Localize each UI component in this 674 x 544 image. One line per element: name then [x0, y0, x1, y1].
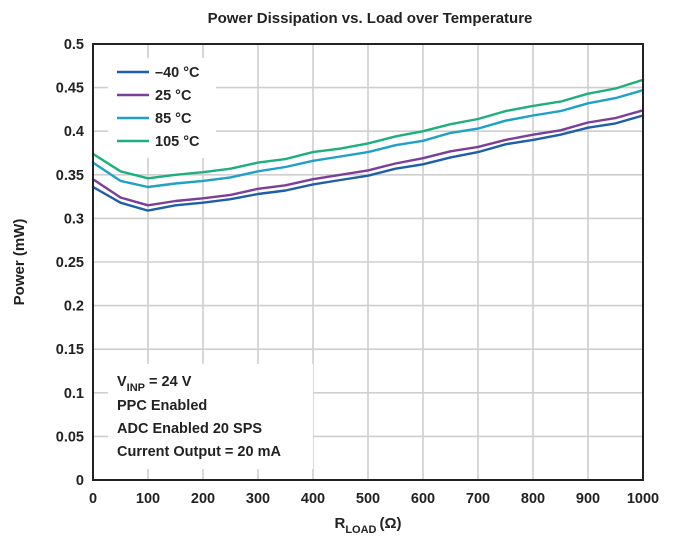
y-tick-label: 0 — [76, 473, 84, 489]
y-tick-label: 0.05 — [56, 429, 84, 445]
x-tick-label: 200 — [191, 491, 215, 507]
x-axis-label-unit: (Ω) — [379, 515, 401, 532]
y-tick-labels: 0 0.05 0.1 0.15 0.2 0.25 0.3 0.35 0.4 0.45 0.5 — [56, 37, 84, 489]
annotation-vinp-value: = 24 V — [145, 374, 192, 390]
series-line-25-C — [91, 109, 645, 207]
y-tick-label: 0.15 — [56, 342, 84, 358]
legend-label: 105 °C — [155, 134, 200, 150]
annotation-line-ppc: PPC Enabled — [117, 398, 207, 414]
x-tick-label: 100 — [136, 491, 160, 507]
legend-label: 25 °C — [155, 88, 192, 104]
y-tick-label: 0.5 — [64, 37, 84, 53]
y-axis-label: Power (mW) — [11, 219, 28, 306]
x-tick-labels: 0 100 200 300 400 500 600 700 800 900 1000 — [89, 491, 659, 507]
annotation-line-adc: ADC Enabled 20 SPS — [117, 421, 262, 437]
plot-frame — [92, 43, 644, 481]
x-axis-label: RLOAD (Ω) — [334, 515, 401, 536]
legend: –40 °C 25 °C 85 °C 105 °C — [108, 58, 216, 158]
series-lines — [91, 78, 645, 212]
annotation-background — [108, 364, 313, 469]
annotation-line-current: Current Output = 20 mA — [117, 444, 281, 460]
y-tick-label: 0.1 — [64, 386, 84, 402]
x-tick-label: 500 — [356, 491, 380, 507]
legend-label: 85 °C — [155, 111, 192, 127]
x-axis-label-sub: LOAD — [345, 524, 376, 536]
y-tick-label: 0.45 — [56, 81, 84, 97]
annotation-vinp-sub: INP — [127, 382, 145, 394]
y-tick-label: 0.4 — [64, 124, 84, 140]
chart-title: Power Dissipation vs. Load over Temperat… — [208, 10, 533, 27]
x-tick-label: 900 — [576, 491, 600, 507]
annotation-vinp-main: V — [117, 374, 127, 390]
x-tick-label: 800 — [521, 491, 545, 507]
x-tick-label: 300 — [246, 491, 270, 507]
x-axis-label-main: R — [334, 515, 345, 532]
series-line-40-C — [91, 114, 645, 212]
legend-label: –40 °C — [155, 65, 200, 81]
y-tick-label: 0.35 — [56, 168, 84, 184]
x-tick-label: 700 — [466, 491, 490, 507]
annotation-line-vinp: VINP = 24 V — [117, 374, 192, 394]
annotation-box: VINP = 24 V PPC Enabled ADC Enabled 20 S… — [108, 364, 313, 469]
y-tick-label: 0.25 — [56, 255, 84, 271]
x-tick-label: 1000 — [627, 491, 659, 507]
y-tick-label: 0.2 — [64, 299, 84, 315]
series-line-85-C — [91, 88, 645, 189]
x-tick-label: 400 — [301, 491, 325, 507]
x-tick-label: 600 — [411, 491, 435, 507]
series-line-105-C — [91, 78, 645, 180]
x-tick-label: 0 — [89, 491, 97, 507]
y-tick-label: 0.3 — [64, 211, 84, 227]
